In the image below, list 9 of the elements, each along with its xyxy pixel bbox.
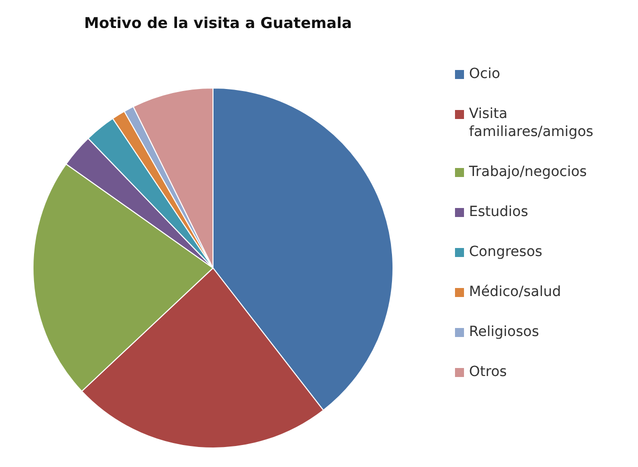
chart-title: Motivo de la visita a Guatemala — [83, 14, 353, 32]
legend-label: Ocio — [469, 64, 500, 82]
legend-label: Estudios — [469, 202, 528, 220]
legend-label: Congresos — [469, 242, 542, 260]
legend-label: Trabajo/negocios — [469, 162, 587, 180]
legend-label: Otros — [469, 362, 507, 380]
legend-label: Religiosos — [469, 322, 539, 340]
legend-label: Visita familiares/amigos — [469, 104, 594, 140]
legend-label: Médico/salud — [469, 282, 561, 300]
